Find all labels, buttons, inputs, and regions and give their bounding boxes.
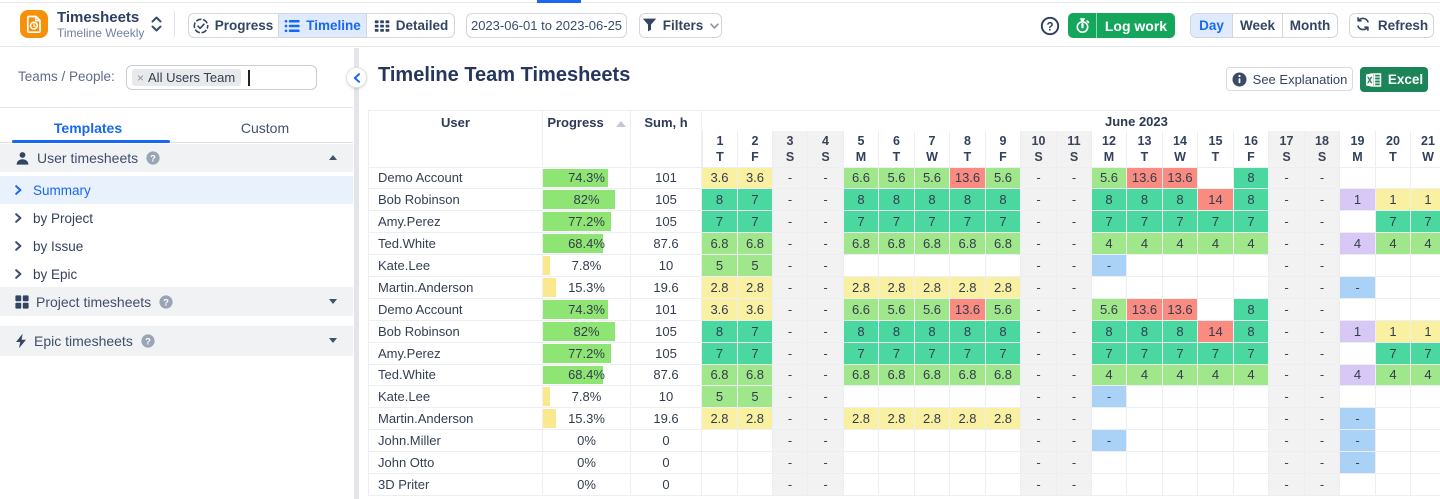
svg-text:?: ? (150, 153, 156, 164)
svg-text:?: ? (1046, 21, 1053, 33)
svg-text:?: ? (163, 297, 169, 308)
svg-text:?: ? (145, 336, 151, 347)
